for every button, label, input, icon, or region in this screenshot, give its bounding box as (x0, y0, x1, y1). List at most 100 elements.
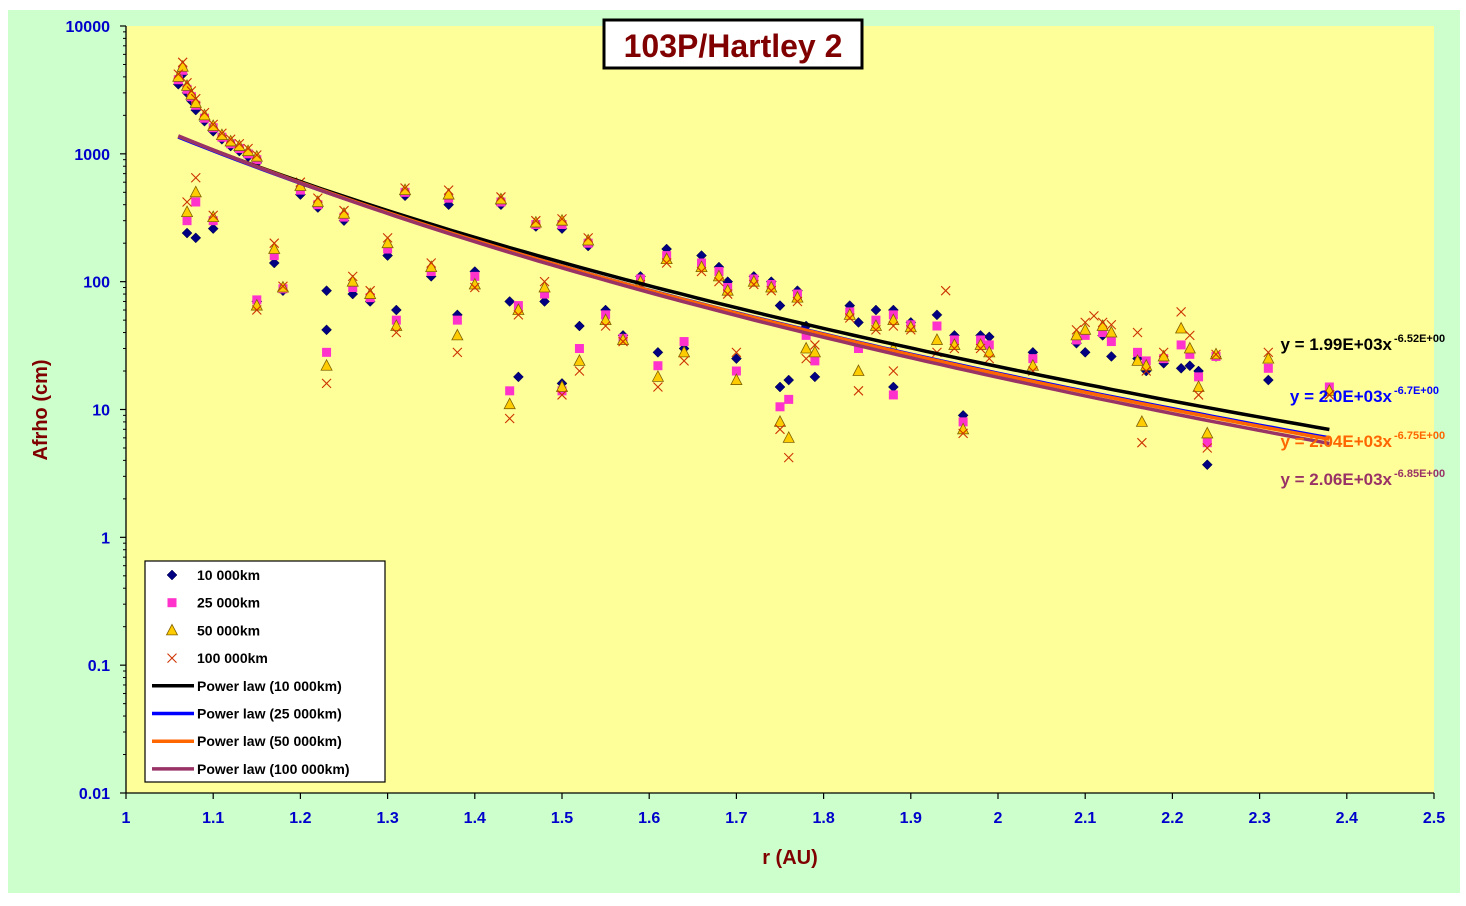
y-tick-label: 0.1 (88, 658, 110, 675)
data-point-series-1 (1201, 459, 1213, 471)
data-point-series-4 (1193, 390, 1204, 400)
data-point-series-4 (574, 366, 585, 376)
data-point-series-3 (983, 345, 996, 358)
data-point-series-4 (1184, 330, 1195, 341)
data-point-series-4 (1141, 366, 1152, 376)
data-point-series-4 (783, 452, 794, 463)
data-point-series-1 (268, 257, 280, 269)
data-point-series-4 (1136, 437, 1147, 448)
trend-lines (177, 134, 1330, 446)
data-point-series-3 (398, 183, 412, 196)
data-point-series-2 (470, 271, 480, 281)
y-tick-label: 10000 (66, 19, 111, 36)
data-point-series-4 (1080, 317, 1091, 328)
legend-label-fit-2: Power law (25 000km) (197, 706, 342, 722)
data-point-series-3 (843, 307, 856, 320)
data-point-series-2 (1194, 372, 1204, 382)
data-point-series-4 (452, 347, 463, 358)
x-tick-label: 1.8 (812, 810, 834, 827)
data-point-series-4 (714, 276, 724, 287)
data-point-series-4 (792, 296, 803, 307)
data-point-series-4 (958, 428, 969, 439)
data-point-series-4 (888, 321, 899, 331)
data-point-series-4 (251, 150, 262, 160)
data-point-series-4 (234, 138, 245, 149)
data-point-series-3 (381, 236, 394, 249)
trend-equation-4: y = 2.06E+03x (1280, 470, 1392, 489)
data-point-series-4 (177, 57, 188, 68)
data-point-series-2 (182, 216, 192, 226)
data-point-series-1 (321, 324, 332, 336)
data-point-series-2 (505, 386, 515, 396)
y-tick-label: 1 (101, 530, 110, 547)
data-point-series-2 (801, 330, 811, 340)
data-point-series-3 (198, 108, 211, 121)
data-point-series-1 (1262, 374, 1274, 386)
data-point-series-1 (731, 353, 742, 364)
data-point-series-2 (888, 390, 898, 400)
legend-label-fit-1: Power law (10 000km) (197, 678, 342, 694)
data-point-series-4 (269, 238, 280, 249)
y-axis-title: Afrho (cm) (30, 359, 52, 460)
data-point-series-4 (809, 340, 820, 350)
y-tick-label: 1000 (74, 147, 110, 164)
data-point-series-3 (773, 415, 787, 427)
data-point-series-1 (774, 300, 786, 311)
data-point-series-4 (199, 107, 210, 118)
x-tick-label: 1.4 (464, 810, 486, 827)
data-point-series-4 (217, 128, 227, 139)
data-point-series-4 (1263, 347, 1274, 358)
data-point-series-3 (172, 70, 185, 82)
data-point-series-4 (844, 313, 855, 323)
data-point-series-1 (181, 227, 193, 239)
trend-equation-2: y = 2.0E+03x (1290, 387, 1393, 406)
data-point-series-2 (932, 321, 942, 331)
data-point-series-3 (494, 192, 508, 205)
chart-title: 103P/Hartley 2 (624, 28, 843, 64)
data-point-series-3 (215, 128, 229, 141)
data-point-series-4 (186, 86, 197, 96)
data-point-series-2 (322, 347, 332, 357)
data-point-series-3 (176, 59, 189, 72)
data-point-series-4 (504, 413, 515, 424)
data-point-series-3 (677, 345, 691, 358)
x-tick-label: 2.4 (1336, 810, 1358, 827)
data-point-series-2 (1202, 438, 1212, 448)
data-point-series-1 (513, 371, 524, 383)
data-point-series-1 (1106, 351, 1117, 362)
data-point-series-2 (348, 283, 358, 293)
data-point-series-4 (469, 282, 480, 293)
data-point-series-3 (468, 277, 481, 290)
data-point-series-1 (1079, 346, 1091, 358)
data-point-series-3 (747, 274, 761, 287)
data-point-series-3 (1174, 321, 1188, 334)
data-point-series-4 (871, 324, 881, 335)
data-point-series-4 (339, 205, 349, 216)
data-point-series-1 (1175, 362, 1187, 374)
x-tick-label: 1.6 (638, 810, 660, 827)
data-point-series-2 (731, 366, 741, 376)
data-point-series-1 (539, 296, 550, 307)
x-tick-label: 2.3 (1248, 810, 1270, 827)
data-point-series-1 (774, 381, 786, 393)
data-point-series-2 (383, 244, 393, 254)
data-point-series-4 (1202, 443, 1213, 453)
trend-equations: y = 1.99E+03x -6.52E+00 y = 2.0E+03x -6.7E+… (1280, 333, 1445, 489)
data-point-series-4 (905, 324, 916, 335)
data-point-series-2 (269, 251, 279, 261)
x-tick-label: 2 (994, 810, 1003, 827)
trend-line-4 (177, 134, 1330, 446)
data-point-series-4 (801, 353, 812, 364)
data-point-series-3 (250, 149, 263, 162)
legend-label-series-1: 10 000km (197, 567, 260, 583)
data-point-series-2 (958, 417, 968, 427)
data-point-series-3 (782, 430, 795, 443)
data-point-series-4 (243, 143, 253, 154)
data-point-series-4 (182, 197, 192, 207)
data-point-series-4 (321, 378, 332, 389)
data-point-series-1 (574, 320, 585, 332)
x-axis-title: r (AU) (762, 847, 818, 869)
data-point-series-4 (1097, 317, 1108, 328)
